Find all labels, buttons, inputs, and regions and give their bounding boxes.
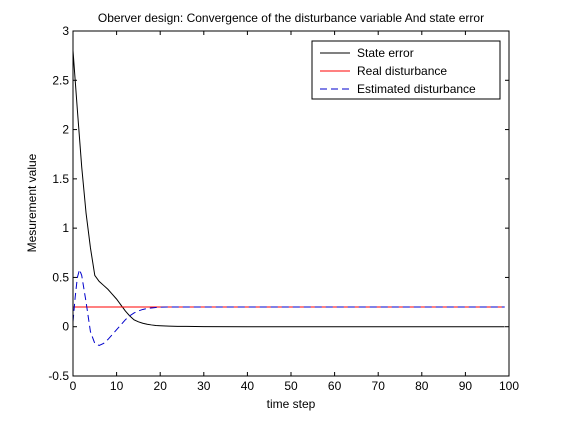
y-tick-label: 3 — [62, 24, 69, 38]
y-tick-label: 0 — [62, 320, 69, 334]
x-tick-label: 60 — [328, 379, 342, 393]
x-tick-label: 50 — [284, 379, 298, 393]
x-tick-label: 70 — [372, 379, 386, 393]
series-line-estimated-disturbance — [72, 267, 505, 346]
legend: State error Real disturbance Estimated dis… — [311, 40, 501, 100]
y-tick-label: 1 — [62, 221, 69, 235]
tick-layer: 0 10 20 30 40 50 60 70 80 90 100-0.500.511.522.53 — [48, 24, 519, 393]
y-axis-label: Mesurement value — [25, 153, 39, 252]
y-tick-label: 2.5 — [52, 73, 69, 87]
y-tick-label: -0.5 — [48, 369, 69, 383]
x-tick-label: 100 — [499, 379, 519, 393]
legend-items: State error Real disturbance Estimated dis… — [320, 46, 476, 96]
x-tick-label: 90 — [459, 379, 473, 393]
legend-label: Estimated disturbance — [357, 82, 476, 96]
x-tick-label: 20 — [154, 379, 168, 393]
series-layer — [72, 50, 505, 346]
chart-title: Oberver design: Convergence of the distu… — [98, 11, 484, 25]
x-tick-label: 0 — [70, 379, 77, 393]
legend-label: State error — [357, 46, 414, 60]
y-tick-label: 0.5 — [52, 270, 69, 284]
legend-label: Real disturbance — [357, 64, 447, 78]
x-tick-label: 10 — [110, 379, 124, 393]
y-tick-label: 1.5 — [52, 172, 69, 186]
x-tick-label: 40 — [241, 379, 255, 393]
x-axis-label: time step — [267, 397, 316, 411]
y-tick-label: 2 — [62, 123, 69, 137]
x-tick-label: 80 — [415, 379, 429, 393]
series-line-state-error — [72, 50, 505, 328]
x-tick-label: 30 — [197, 379, 211, 393]
